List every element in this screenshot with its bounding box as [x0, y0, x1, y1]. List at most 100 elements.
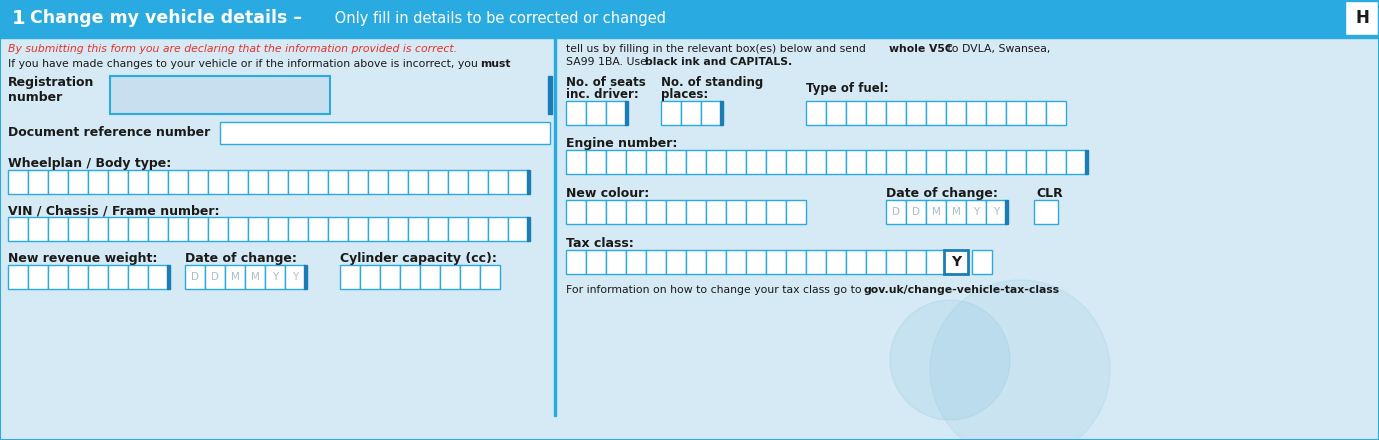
Bar [866, 150, 885, 174]
Bar [586, 150, 605, 174]
Bar [265, 265, 285, 289]
Bar [467, 217, 488, 241]
Bar [205, 265, 225, 289]
Bar [967, 200, 986, 224]
Bar [467, 170, 488, 194]
Bar [188, 170, 208, 194]
Bar [720, 101, 723, 125]
Bar [986, 150, 1007, 174]
Bar [168, 217, 188, 241]
Bar [927, 150, 946, 174]
Text: Tax class:: Tax class: [565, 237, 634, 250]
Text: CLR: CLR [1036, 187, 1063, 200]
Bar [906, 200, 927, 224]
Text: H: H [1356, 9, 1369, 27]
Text: Date of change:: Date of change: [885, 187, 998, 200]
Bar [706, 250, 725, 274]
Text: Type of fuel:: Type of fuel: [805, 82, 888, 95]
Bar [88, 265, 108, 289]
Bar [927, 101, 946, 125]
Bar [765, 200, 786, 224]
Bar [408, 217, 427, 241]
Circle shape [929, 280, 1110, 440]
Text: tell us by filling in the relevant box(es) below and send: tell us by filling in the relevant box(e… [565, 44, 869, 54]
Text: Document reference number: Document reference number [8, 126, 210, 139]
Bar [765, 250, 786, 274]
Bar [88, 170, 108, 194]
Bar [586, 101, 605, 125]
Bar [845, 101, 866, 125]
Text: gov.uk/change-vehicle-tax-class: gov.uk/change-vehicle-tax-class [865, 285, 1060, 295]
Text: Y: Y [292, 272, 298, 282]
Bar [645, 250, 666, 274]
Bar [565, 250, 586, 274]
Text: Y: Y [993, 207, 1000, 217]
Bar [527, 170, 530, 194]
Bar [88, 217, 108, 241]
Text: whole V5C: whole V5C [889, 44, 953, 54]
Bar [927, 200, 946, 224]
Bar [148, 265, 168, 289]
Text: No. of seats: No. of seats [565, 76, 645, 89]
Bar [448, 170, 467, 194]
Bar [381, 265, 400, 289]
Text: to DVLA, Swansea,: to DVLA, Swansea, [945, 44, 1051, 54]
Bar [605, 200, 626, 224]
Bar [480, 265, 501, 289]
Text: Engine number:: Engine number: [565, 137, 677, 150]
Bar [554, 36, 556, 416]
Bar [248, 170, 268, 194]
Text: M: M [952, 207, 960, 217]
Bar [1034, 200, 1058, 224]
Bar [666, 250, 685, 274]
Bar [826, 101, 845, 125]
Text: Registration
number: Registration number [8, 76, 94, 104]
Bar [108, 217, 128, 241]
Bar [461, 265, 480, 289]
Bar [28, 265, 48, 289]
Bar [448, 217, 467, 241]
Bar [225, 265, 245, 289]
Bar [28, 170, 48, 194]
Bar [706, 200, 725, 224]
Text: D: D [912, 207, 920, 217]
Text: D: D [192, 272, 199, 282]
Bar [626, 250, 645, 274]
Bar [110, 76, 330, 114]
Bar [1066, 150, 1087, 174]
Bar [368, 170, 387, 194]
Bar [685, 200, 706, 224]
Bar [308, 217, 328, 241]
Bar [507, 170, 528, 194]
Bar [1007, 101, 1026, 125]
Text: places:: places: [661, 88, 709, 101]
Bar [387, 170, 408, 194]
Bar [986, 200, 1007, 224]
Bar [221, 122, 550, 144]
Bar [245, 265, 265, 289]
Bar [826, 250, 845, 274]
Bar [228, 217, 248, 241]
Bar [946, 101, 967, 125]
Bar [228, 170, 248, 194]
Bar [488, 170, 507, 194]
Bar [1026, 101, 1047, 125]
Bar [148, 170, 168, 194]
Bar [805, 150, 826, 174]
Bar [28, 217, 48, 241]
Bar [906, 150, 927, 174]
Bar [68, 265, 88, 289]
Bar [666, 150, 685, 174]
Bar [565, 200, 586, 224]
Text: Wheelplan / Body type:: Wheelplan / Body type: [8, 157, 171, 170]
Text: Cylinder capacity (cc):: Cylinder capacity (cc): [341, 252, 496, 265]
Bar [1345, 1, 1378, 35]
Text: M: M [230, 272, 240, 282]
Bar [188, 217, 208, 241]
Bar [268, 170, 288, 194]
Bar [108, 265, 128, 289]
Bar [547, 76, 552, 114]
Bar [285, 265, 305, 289]
Text: Date of change:: Date of change: [185, 252, 296, 265]
Bar [972, 250, 992, 274]
